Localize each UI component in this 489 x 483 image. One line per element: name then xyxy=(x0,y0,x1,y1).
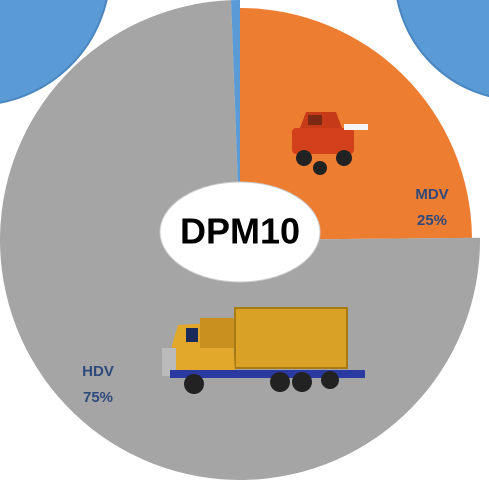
chart: DPM10 MDV 25% HDV 75% xyxy=(0,0,489,483)
slice-category-label: MDV xyxy=(415,186,448,203)
slice-value-label: 75% xyxy=(83,389,113,406)
slice-category-label: HDV xyxy=(82,363,114,380)
slice-value-label: 25% xyxy=(417,212,447,229)
chart-title: DPM10 xyxy=(180,211,300,252)
